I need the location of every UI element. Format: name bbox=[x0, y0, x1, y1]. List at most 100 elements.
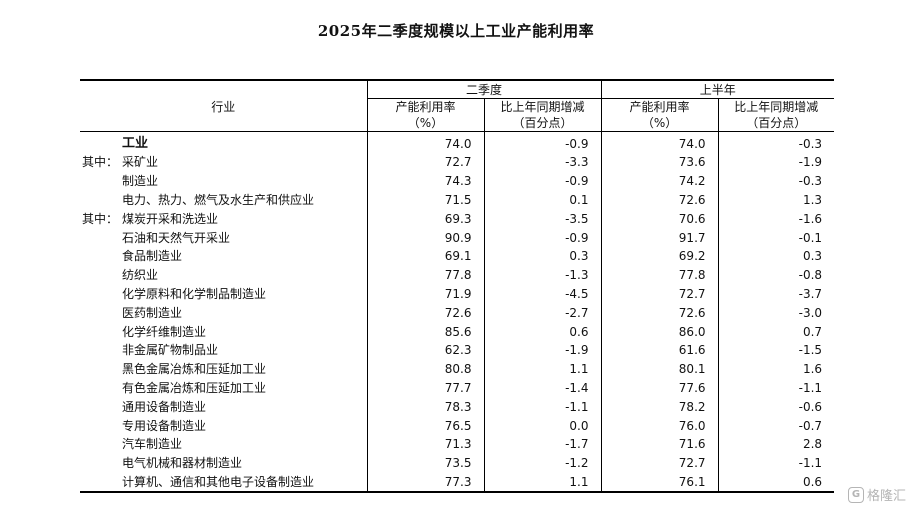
industry-cell: 专用设备制造业 bbox=[80, 416, 367, 435]
q2-rate-cell: 69.1 bbox=[366, 246, 484, 266]
h1-rate-cell: 77.6 bbox=[600, 378, 719, 398]
table-row: 汽车制造业 71.3 -1.7 71.6 2.8 bbox=[80, 434, 835, 454]
industry-name: 石油和天然气开采业 bbox=[122, 230, 231, 245]
table-row: 其中： 煤炭开采和洗选业 69.3 -3.5 70.6 -1.6 bbox=[80, 209, 835, 229]
q2-change-cell: 0.1 bbox=[483, 190, 602, 210]
industry-cell: 医药制造业 bbox=[80, 303, 367, 322]
q2-rate-cell: 77.7 bbox=[366, 378, 484, 398]
h1-rate-unit: （%） bbox=[600, 115, 719, 132]
q2-rate-cell: 85.6 bbox=[366, 322, 484, 341]
h1-rate-header: 产能利用率 bbox=[600, 98, 719, 115]
h1-rate-cell: 74.2 bbox=[600, 171, 719, 191]
q2-change-cell: -1.3 bbox=[483, 265, 602, 285]
h1-change-cell: -0.3 bbox=[717, 171, 835, 191]
table-row: 专用设备制造业 76.5 0.0 76.0 -0.7 bbox=[80, 416, 835, 435]
industry-name: 非金属矿物制品业 bbox=[122, 343, 219, 358]
q2-rate-cell: 71.3 bbox=[366, 434, 484, 454]
h1-change-cell: -0.8 bbox=[717, 265, 835, 285]
table-row: 食品制造业 69.1 0.3 69.2 0.3 bbox=[80, 246, 835, 266]
q2-group-header: 二季度 bbox=[366, 79, 602, 99]
q2-rate-cell: 72.7 bbox=[366, 153, 484, 172]
industry-cell: 有色金属冶炼和压延加工业 bbox=[80, 379, 367, 398]
q2-change-cell: 1.1 bbox=[483, 472, 602, 494]
q2-change-cell: 0.6 bbox=[483, 322, 602, 341]
industry-cell: 化学纤维制造业 bbox=[80, 322, 367, 341]
industry-name: 通用设备制造业 bbox=[122, 399, 207, 414]
h1-change-cell: -0.1 bbox=[717, 228, 835, 247]
h1-rate-cell: 69.2 bbox=[600, 246, 719, 266]
industry-cell: 化学原料和化学制品制造业 bbox=[80, 285, 367, 304]
watermark-text: 格隆汇 bbox=[866, 489, 906, 504]
q2-change-cell: -0.9 bbox=[483, 228, 602, 247]
industry-name: 计算机、通信和其他电子设备制造业 bbox=[122, 474, 315, 489]
q2-change-cell: -1.2 bbox=[483, 453, 602, 473]
industry-cell: 其中： 采矿业 bbox=[80, 153, 367, 172]
industry-cell: 电力、热力、燃气及水生产和供应业 bbox=[80, 191, 367, 210]
industry-cell: 纺织业 bbox=[80, 266, 367, 285]
h1-change-cell: -0.7 bbox=[717, 416, 835, 435]
q2-rate-cell: 74.0 bbox=[366, 131, 484, 153]
h1-change-cell: 0.3 bbox=[717, 246, 835, 266]
industry-cell: 其中： 煤炭开采和洗选业 bbox=[80, 209, 367, 228]
table-row: 通用设备制造业 78.3 -1.1 78.2 -0.6 bbox=[80, 397, 835, 417]
h1-rate-cell: 77.8 bbox=[600, 265, 719, 285]
q2-change-cell: -1.9 bbox=[483, 340, 602, 360]
h1-rate-cell: 76.0 bbox=[600, 416, 719, 435]
industry-name: 医药制造业 bbox=[122, 305, 183, 320]
h1-change-header: 比上年同期增减 bbox=[717, 98, 835, 115]
h1-change-cell: 0.7 bbox=[717, 322, 835, 341]
q2-change-cell: -1.7 bbox=[483, 434, 602, 454]
h1-change-cell: -1.1 bbox=[717, 378, 835, 398]
capacity-utilization-table: 行业 二季度 上半年 产能利用率 比上年同期增减 产能利用率 比上年同期增减 （… bbox=[80, 79, 835, 494]
industry-cell: 汽车制造业 bbox=[80, 435, 367, 454]
h1-rate-cell: 80.1 bbox=[600, 359, 719, 379]
h1-change-unit: （百分点） bbox=[717, 115, 835, 132]
table-row: 工业 74.0 -0.9 74.0 -0.3 bbox=[80, 131, 835, 154]
q2-change-cell: -3.3 bbox=[483, 153, 602, 172]
table-row: 其中： 采矿业 72.7 -3.3 73.6 -1.9 bbox=[80, 153, 835, 172]
q2-rate-cell: 77.3 bbox=[366, 472, 484, 494]
h1-rate-cell: 73.6 bbox=[600, 153, 719, 172]
table-row: 制造业 74.3 -0.9 74.2 -0.3 bbox=[80, 171, 835, 191]
industry-prefix: 其中： bbox=[82, 211, 119, 226]
q2-rate-header: 产能利用率 bbox=[366, 98, 484, 115]
table-body: 工业 74.0 -0.9 74.0 -0.3 其中： 采矿业 72.7 -3.3 73.6 -1.9… bbox=[80, 131, 835, 494]
h1-rate-cell: 76.1 bbox=[600, 472, 719, 494]
h1-change-cell: -0.6 bbox=[717, 397, 835, 417]
h1-change-cell: -1.5 bbox=[717, 340, 835, 360]
table-row: 有色金属冶炼和压延加工业 77.7 -1.4 77.6 -1.1 bbox=[80, 378, 835, 398]
h1-change-cell: 1.3 bbox=[717, 190, 835, 210]
industry-name: 纺织业 bbox=[122, 268, 159, 283]
h1-rate-cell: 74.0 bbox=[600, 131, 719, 153]
q2-rate-cell: 69.3 bbox=[366, 209, 484, 229]
table-row: 化学原料和化学制品制造业 71.9 -4.5 72.7 -3.7 bbox=[80, 284, 835, 304]
industry-cell: 计算机、通信和其他电子设备制造业 bbox=[80, 472, 367, 494]
table-row: 黑色金属冶炼和压延加工业 80.8 1.1 80.1 1.6 bbox=[80, 359, 835, 379]
h1-rate-cell: 72.6 bbox=[600, 190, 719, 210]
industry-name: 食品制造业 bbox=[122, 249, 183, 264]
industry-name: 汽车制造业 bbox=[122, 437, 183, 452]
q2-rate-cell: 76.5 bbox=[366, 416, 484, 435]
q2-change-cell: -0.9 bbox=[483, 131, 602, 153]
table-row: 化学纤维制造业 85.6 0.6 86.0 0.7 bbox=[80, 322, 835, 341]
q2-change-cell: -1.1 bbox=[483, 397, 602, 417]
industry-cell: 工业 bbox=[80, 132, 367, 154]
table-row: 计算机、通信和其他电子设备制造业 77.3 1.1 76.1 0.6 bbox=[80, 472, 835, 494]
industry-header: 行业 bbox=[80, 79, 367, 132]
h1-rate-cell: 71.6 bbox=[600, 434, 719, 454]
industry-name: 采矿业 bbox=[122, 155, 159, 170]
industry-name: 制造业 bbox=[122, 174, 159, 189]
industry-cell: 黑色金属冶炼和压延加工业 bbox=[80, 360, 367, 379]
h1-group-header: 上半年 bbox=[600, 79, 835, 99]
page-title: 2025年二季度规模以上工业产能利用率 bbox=[317, 22, 595, 40]
table-row: 纺织业 77.8 -1.3 77.8 -0.8 bbox=[80, 265, 835, 285]
industry-name: 化学原料和化学制品制造业 bbox=[122, 286, 267, 301]
q2-rate-cell: 74.3 bbox=[366, 171, 484, 191]
q2-rate-cell: 77.8 bbox=[366, 265, 484, 285]
q2-rate-cell: 80.8 bbox=[366, 359, 484, 379]
h1-change-cell: -1.1 bbox=[717, 453, 835, 473]
h1-change-cell: -3.7 bbox=[717, 284, 835, 304]
table-row: 电气机械和器材制造业 73.5 -1.2 72.7 -1.1 bbox=[80, 453, 835, 473]
industry-cell: 石油和天然气开采业 bbox=[80, 228, 367, 247]
industry-cell: 通用设备制造业 bbox=[80, 397, 367, 416]
